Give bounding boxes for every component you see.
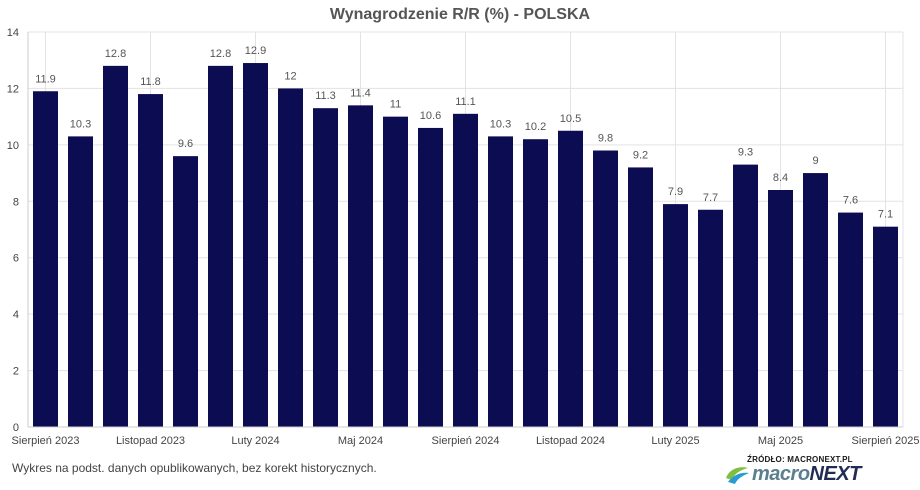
bar-value-label: 12.8: [105, 48, 126, 60]
bar-value-label: 12: [284, 70, 296, 82]
y-tick-label: 8: [13, 196, 19, 208]
bar: [278, 88, 303, 427]
bar: [138, 94, 163, 428]
bar: [453, 113, 478, 428]
y-tick-label: 10: [7, 140, 19, 152]
y-axis: 0 2 4 6 8 10 12 14: [7, 27, 29, 434]
y-tick-label: 0: [13, 422, 19, 434]
bar: [313, 108, 338, 427]
bar: [593, 150, 618, 427]
bar-value-label: 11.4: [350, 87, 371, 99]
footnote: Wykres na podst. danych opublikowanych, …: [12, 461, 377, 475]
bar-value-label: 11.1: [455, 96, 476, 108]
bar: [733, 164, 758, 427]
x-axis: Sierpień 2023 Listopad 2023 Luty 2024 Maj 2…: [12, 426, 920, 447]
bar-value-label: 8.4: [773, 172, 788, 184]
bar: [383, 116, 408, 428]
bar: [418, 127, 443, 427]
bar-value-label: 9.2: [633, 149, 648, 161]
bar-value-label: 9.8: [598, 133, 613, 145]
bar-value-label: 11.3: [315, 90, 336, 102]
bar: [173, 156, 198, 427]
bar-value-label: 9.3: [738, 147, 753, 159]
bar-value-label: 11: [390, 99, 401, 111]
x-tick-label: Maj 2024: [338, 435, 383, 447]
bar: [348, 105, 373, 427]
x-tick-label: Listopad 2023: [116, 435, 185, 447]
x-tick-label: Sierpień 2023: [12, 435, 80, 447]
bar: [243, 63, 268, 428]
bar-value-label: 10.6: [420, 110, 441, 122]
bar-value-label: 12.8: [210, 48, 231, 60]
x-tick-label: Luty 2024: [231, 435, 279, 447]
brand-logo: macroNEXT: [724, 463, 861, 486]
brand-name: macroNEXT: [752, 463, 861, 486]
bar-value-label: 10.5: [560, 113, 581, 125]
y-tick-label: 6: [13, 253, 19, 265]
bar: [33, 91, 58, 427]
bar: [663, 204, 688, 427]
x-tick-label: Sierpień 2025: [852, 435, 920, 447]
bar-value-label: 7.9: [668, 186, 683, 198]
bar-value-label: 9: [812, 155, 818, 167]
bar: [803, 173, 828, 427]
macronext-logo-icon: [726, 466, 749, 484]
y-tick-label: 14: [7, 27, 19, 39]
bar-value-label: 10.3: [490, 118, 511, 130]
brand-name-part2: NEXT: [809, 463, 862, 485]
bar: [103, 65, 128, 427]
bar: [523, 139, 548, 427]
bar-value-label: 11.9: [35, 73, 56, 85]
bar-value-label: 7.7: [703, 192, 718, 204]
bar-value-label: 7.1: [878, 209, 893, 221]
bars: [33, 63, 898, 428]
bar-value-label: 9.6: [178, 138, 193, 150]
bar: [873, 226, 898, 427]
source-label: ŹRÓDŁO: MACRONEXT.PL: [747, 455, 853, 464]
bar: [628, 167, 653, 427]
bar-value-label: 10.3: [70, 118, 91, 130]
x-tick-label: Luty 2025: [651, 435, 699, 447]
value-labels: 11.9 10.3 12.8 11.8 9.6 12.8 12.9 12 11.3 11.4 11 1…: [35, 45, 893, 221]
bar: [68, 136, 93, 427]
y-tick-label: 12: [7, 83, 19, 95]
bar-value-label: 7.6: [843, 195, 858, 207]
bar: [838, 212, 863, 427]
bar: [768, 190, 793, 427]
bar-value-label: 12.9: [245, 45, 266, 57]
bar-value-label: 11.8: [140, 76, 161, 88]
y-tick-label: 4: [13, 309, 19, 321]
chart-title: Wynagrodzenie R/R (%) - POLSKA: [330, 6, 591, 23]
bar: [208, 65, 233, 427]
y-tick-label: 2: [13, 366, 19, 378]
bar: [558, 130, 583, 427]
bar: [488, 136, 513, 427]
bar-value-label: 10.2: [525, 121, 546, 133]
x-tick-label: Maj 2025: [758, 435, 803, 447]
brand-name-part1: macro: [752, 463, 810, 485]
x-tick-label: Listopad 2024: [536, 435, 605, 447]
x-tick-label: Sierpień 2024: [432, 435, 500, 447]
bar: [698, 209, 723, 427]
